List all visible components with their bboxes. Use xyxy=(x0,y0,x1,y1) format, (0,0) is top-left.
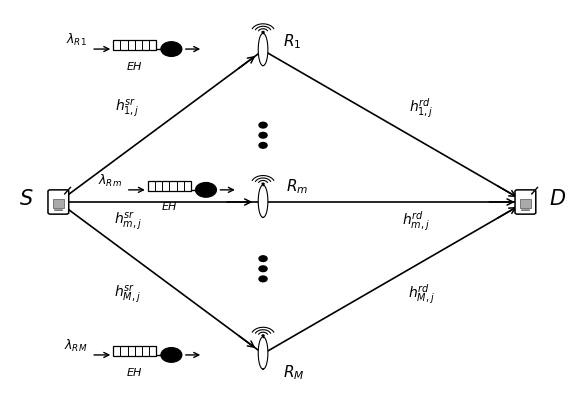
FancyBboxPatch shape xyxy=(148,181,191,192)
Circle shape xyxy=(161,43,181,57)
Circle shape xyxy=(262,32,264,34)
Text: EH: EH xyxy=(127,367,142,377)
Text: $S$: $S$ xyxy=(19,188,34,209)
Text: $\lambda_{R1}$: $\lambda_{R1}$ xyxy=(66,32,87,48)
Text: $R_m$: $R_m$ xyxy=(286,177,308,196)
Text: $h_{1,j}^{sr}$: $h_{1,j}^{sr}$ xyxy=(115,97,140,119)
Text: EH: EH xyxy=(127,62,142,71)
Circle shape xyxy=(259,123,267,129)
Circle shape xyxy=(262,184,264,185)
FancyBboxPatch shape xyxy=(520,200,531,209)
Text: $\lambda_{RM}$: $\lambda_{RM}$ xyxy=(64,337,87,353)
Text: $\lambda_{Rm}$: $\lambda_{Rm}$ xyxy=(98,172,122,188)
FancyBboxPatch shape xyxy=(113,40,157,51)
Text: $R_1$: $R_1$ xyxy=(283,32,302,50)
FancyBboxPatch shape xyxy=(48,190,69,215)
Text: $h_{M,j}^{sr}$: $h_{M,j}^{sr}$ xyxy=(114,282,141,304)
Polygon shape xyxy=(258,185,268,218)
Circle shape xyxy=(259,143,267,149)
FancyBboxPatch shape xyxy=(515,190,536,215)
Text: EH: EH xyxy=(162,202,177,212)
Circle shape xyxy=(259,133,267,139)
Text: $h_{M,j}^{rd}$: $h_{M,j}^{rd}$ xyxy=(408,281,435,305)
Text: $h_{m,j}^{rd}$: $h_{m,j}^{rd}$ xyxy=(402,209,430,232)
Circle shape xyxy=(161,348,181,362)
FancyBboxPatch shape xyxy=(113,346,157,356)
Text: $R_M$: $R_M$ xyxy=(283,363,305,382)
Circle shape xyxy=(259,256,267,262)
Text: $h_{m,j}^{sr}$: $h_{m,j}^{sr}$ xyxy=(114,210,142,232)
Text: $h_{1,j}^{rd}$: $h_{1,j}^{rd}$ xyxy=(409,96,434,119)
Circle shape xyxy=(262,335,264,337)
Circle shape xyxy=(259,276,267,282)
FancyBboxPatch shape xyxy=(53,200,64,209)
Text: $D$: $D$ xyxy=(549,188,566,209)
Circle shape xyxy=(195,183,216,198)
Circle shape xyxy=(259,266,267,272)
Polygon shape xyxy=(258,34,268,66)
Polygon shape xyxy=(258,337,268,369)
